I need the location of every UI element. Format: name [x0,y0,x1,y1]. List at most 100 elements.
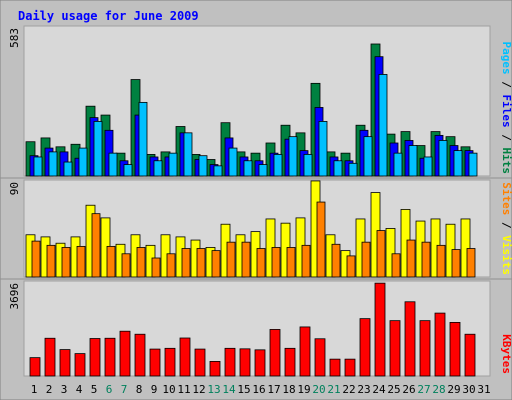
kbytes-bar [449,322,461,377]
sites-bar [466,248,476,278]
pages-bar [228,147,238,177]
legend-kbytes: KBytes [500,334,512,374]
day-axis-labels: 1 2 3 4 5 6 7 8 9 10 11 12 13 14 15 16 17 18 19 20 21 22 23 24 2… [31,383,491,396]
sites-bar [421,241,431,278]
pages-bar [198,155,208,177]
sites-bar [376,230,386,278]
legend-separator: / [500,215,512,235]
kbytes-bar [254,349,266,377]
pages-bar [93,121,103,177]
kbytes-bar [74,353,86,377]
sites-bar [121,253,131,278]
pages-bar [333,160,343,177]
sites-bar [226,241,236,278]
pages-bar [378,74,388,177]
pages-bar [393,152,403,177]
day-label: 10 [162,383,175,396]
pages-bar [453,150,463,177]
pages-bar [363,136,373,177]
day-label: 16 [252,383,265,396]
sites-bar [196,248,206,278]
pages-bar [258,164,268,177]
series-legend: KBytes [500,334,512,374]
visits-bar [385,228,396,278]
y-max-label: 90 [8,182,21,195]
kbytes-bar [299,326,311,377]
kbytes-bar [134,333,146,377]
kbytes-bar [164,347,176,377]
kbytes-bar [389,320,401,377]
pages-bar [138,101,148,177]
sites-bar [256,248,266,278]
day-label: 12 [192,383,205,396]
sites-bar [331,243,341,278]
kbytes-bar [209,361,221,377]
day-label: 5 [91,383,98,396]
legend-sites: Sites [500,182,512,215]
pages-bar [408,145,418,177]
kbytes-bar [329,358,341,377]
visits-sites-panel: 90 Sites / Visits [0,179,512,280]
pages-bar [183,132,193,177]
kbytes-bar [119,330,131,377]
day-label: 15 [237,383,250,396]
visits-bar [460,218,471,278]
day-label: 26 [402,383,415,396]
day-label: 3 [61,383,68,396]
kbytes-bar [44,337,56,377]
pages-bar [438,140,448,177]
day-label: 25 [387,383,400,396]
pages-bar [153,160,163,177]
day-label: 11 [177,383,190,396]
sites-bar [346,255,356,278]
kbytes-bar [194,348,206,377]
sites-bar [181,248,191,278]
day-label: 7 [121,383,128,396]
day-label: 22 [342,383,355,396]
sites-bar [61,247,71,278]
day-label: 9 [151,383,158,396]
day-label: 20 [312,383,325,396]
kbytes-bar [89,338,101,377]
sites-bar [391,253,401,278]
kbytes-bar [149,348,161,377]
kbytes-bar [239,348,251,377]
kbytes-bar [224,347,236,377]
kbytes-bar [374,282,386,377]
legend-hits: Hits [500,148,512,175]
kbytes-bar [434,312,446,377]
pages-bar [63,161,73,177]
pages-bar [348,162,358,177]
kbytes-panel: 3696 KBytes [8,280,512,377]
sites-bar [136,247,146,278]
sites-bar [46,244,56,278]
sites-bar [316,201,326,278]
chart-title: Daily usage for June 2009 [18,9,199,23]
pages-bar [168,152,178,177]
kbytes-bar [179,337,191,377]
y-max-label: 3696 [8,283,21,310]
day-label: 6 [106,383,113,396]
pages-bar [78,147,88,177]
kbytes-bar [104,337,116,377]
y-max-label: 583 [8,28,21,48]
sites-bar [76,245,86,278]
legend-files: Files [500,95,512,128]
legend-visits: Visits [500,235,512,275]
pages-bar [468,152,478,177]
day-label: 19 [297,383,310,396]
pages-bar [303,154,313,177]
day-label: 24 [372,383,386,396]
day-label: 30 [462,383,475,396]
sites-bar [361,241,371,278]
kbytes-bar [269,329,281,377]
pages-bar [243,160,253,177]
kbytes-bar [419,320,431,377]
kbytes-bar [314,338,326,377]
day-label: 13 [207,383,220,396]
pages-bar [273,154,283,177]
sites-bar [286,247,296,278]
pages-bar [123,164,133,177]
kbytes-bar [344,358,356,377]
